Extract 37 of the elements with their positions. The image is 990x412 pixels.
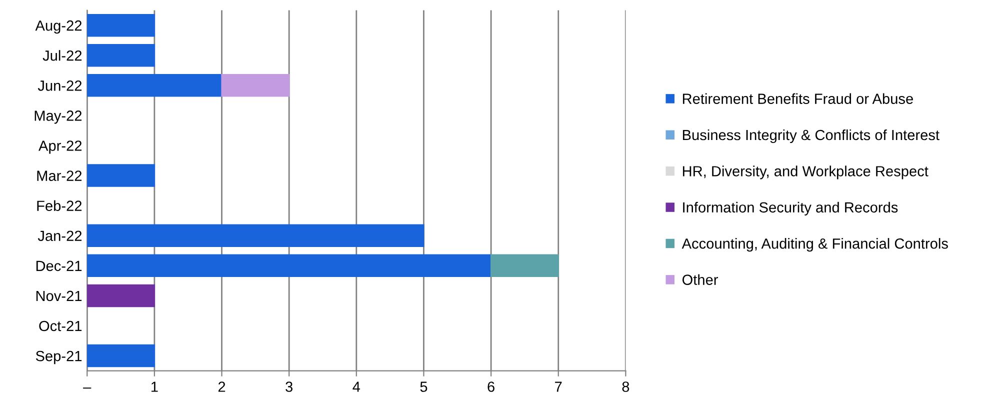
legend-label: Information Security and Records xyxy=(683,202,898,216)
bar xyxy=(87,164,155,187)
legend-label: Accounting, Auditing & Financial Controls xyxy=(682,238,948,252)
x-tick-label: 2 xyxy=(218,382,226,392)
y-tick-label: Oct-21 xyxy=(39,320,82,332)
bar xyxy=(87,284,155,308)
y-tick-label: Feb-22 xyxy=(37,200,82,211)
y-tick-label: Apr-22 xyxy=(38,140,82,154)
x-tick-label: 8 xyxy=(622,382,630,392)
legend-label: HR, Diversity, and Workplace Respect xyxy=(682,166,928,180)
bar xyxy=(87,44,155,67)
bar xyxy=(87,14,155,37)
y-tick-label: Nov-21 xyxy=(36,290,82,302)
x-tick-label: 1 xyxy=(151,382,158,392)
y-tick-label: Jun-22 xyxy=(38,80,82,91)
y-tick-label: Jan-22 xyxy=(38,230,82,242)
y-tick-label: May-22 xyxy=(34,110,82,124)
y-tick-label: Sep-21 xyxy=(36,350,82,364)
bar xyxy=(87,344,155,368)
x-tick-label: 7 xyxy=(555,382,562,392)
legend-label: Business Integrity & Conflicts of Interest xyxy=(682,129,940,144)
x-tick-label: 3 xyxy=(286,382,292,392)
y-tick-label: Mar-22 xyxy=(37,170,82,181)
legend-label: Other xyxy=(682,274,718,285)
x-tick-label: 6 xyxy=(488,382,494,392)
x-tick-label: – xyxy=(83,388,92,389)
bar xyxy=(87,74,222,97)
bar xyxy=(221,74,290,97)
y-tick-label: Jul-22 xyxy=(42,50,82,61)
bar xyxy=(490,254,559,278)
y-tick-label: Dec-21 xyxy=(36,260,82,272)
bar xyxy=(87,224,424,247)
x-tick-label: 5 xyxy=(420,382,428,392)
legend-label: Retirement Benefits Fraud or Abuse xyxy=(682,93,913,104)
y-tick-label: Aug-22 xyxy=(35,20,82,34)
x-tick-label: 4 xyxy=(352,382,360,392)
bar xyxy=(87,254,492,278)
